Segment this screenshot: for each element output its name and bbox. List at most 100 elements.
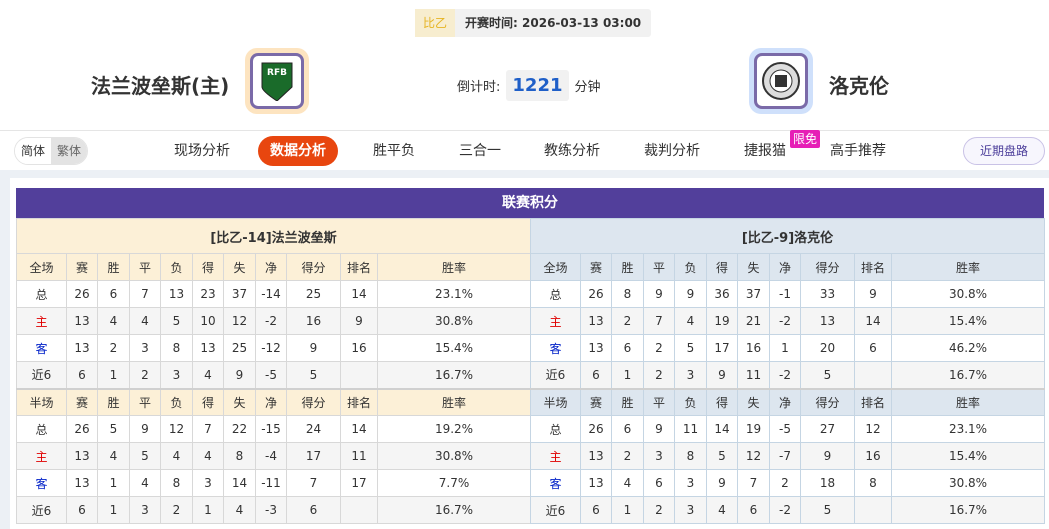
cell: -5 [769,415,801,443]
away-team-name[interactable]: 洛克伦 [829,74,889,98]
cell: 9 [674,280,707,308]
language-toggle[interactable]: 简体 繁体 [14,137,89,165]
match-header: 比乙 开赛时间: 2026-03-13 03:00 法兰波垒斯(主) RFB 倒… [0,0,1049,130]
table-row: 总 26 8 9 9 36 37 -1 33 9 30.8% [530,280,1046,308]
cell: 4 [192,361,224,389]
table-row: 主 13 2 7 4 19 21 -2 13 14 15.4% [530,307,1046,335]
cell: 9 [800,442,855,470]
row-label: 主 [16,442,67,470]
cell: 13 [580,442,612,470]
cell: -14 [255,280,287,308]
cell: 17 [286,442,341,470]
home-team-name[interactable]: 法兰波垒斯(主) [91,74,230,98]
cell: 16 [286,307,341,335]
cell: 6 [66,496,98,524]
cell: 7 [737,469,770,497]
row-label: 客 [530,469,581,497]
tab-expert-picks[interactable]: 高手推荐 [830,143,886,159]
cell [854,496,892,524]
cell: 1 [192,496,224,524]
row-label: 近6 [16,361,67,389]
cell: 4 [223,496,256,524]
row-label: 近6 [530,361,581,389]
cell: -2 [769,307,801,335]
lang-traditional[interactable]: 繁体 [51,138,88,164]
away-team-logo[interactable] [749,48,813,114]
column-header: 平 [643,387,675,416]
cell: -11 [255,469,287,497]
table-row: 近6 6 1 3 2 1 4 -3 6 16.7% [16,496,532,524]
home-standings-table: [比乙-14]法兰波垒斯 全场赛胜平负得失净得分 排名 胜率总 26 6 7 13 23 37 -1… [15,218,532,524]
row-label: 主 [530,442,581,470]
tab-referee-analysis[interactable]: 裁判分析 [644,143,700,159]
full-header-row: 全场赛胜平负得失净得分 排名 胜率 [530,253,1046,281]
home-team-logo[interactable]: RFB [245,48,309,114]
column-header: 平 [643,253,675,281]
league-label[interactable]: 比乙 [415,9,456,37]
cell: 9 [223,361,256,389]
cell: 36 [706,280,738,308]
cell: 6 [854,334,892,362]
cell: -1 [769,280,801,308]
cell: 3 [129,334,161,362]
cell: 4 [97,442,130,470]
cell: 10 [192,307,224,335]
tab-jiebaomao[interactable]: 捷报猫 [744,143,786,159]
cell: 1 [611,496,644,524]
column-header: 胜 [611,253,644,281]
cell: 26 [580,415,612,443]
cell: 8 [160,469,193,497]
cell: -15 [255,415,287,443]
tab-coach-analysis[interactable]: 教练分析 [544,143,600,159]
cell: 30.8% [376,442,532,470]
table-row: 总 26 6 9 11 14 19 -5 27 12 23.1% [530,415,1046,443]
tab-live-analysis[interactable]: 现场分析 [174,143,230,159]
cell: 23.1% [890,415,1046,443]
cell: 6 [611,334,644,362]
column-header: 半场 [530,387,581,416]
cell: 16 [340,334,378,362]
cell: 1 [611,361,644,389]
table-row: 近6 6 1 2 3 4 9 -5 5 16.7% [16,361,532,389]
column-header: 得分 [286,253,341,281]
cell: 8 [223,442,256,470]
cell: 5 [97,415,130,443]
cell: 5 [286,361,341,389]
match-info-tag: 比乙 开赛时间: 2026-03-13 03:00 [415,9,652,37]
cell: 4 [160,442,193,470]
start-time-label: 开赛时间: [465,16,518,30]
row-label: 客 [16,469,67,497]
table-row: 总 26 5 9 12 7 22 -15 24 14 19.2% [16,415,532,443]
cell: 1 [97,496,130,524]
cell: 13 [66,334,98,362]
column-header: 胜率 [376,387,532,416]
cell: 3 [674,469,707,497]
cell: 46.2% [890,334,1046,362]
recent-trend-button[interactable]: 近期盘路 [963,137,1045,165]
cell: 3 [674,496,707,524]
column-header: 失 [223,387,256,416]
cell: 14 [340,280,378,308]
cell: 13 [192,334,224,362]
column-header: 净 [769,253,801,281]
cell: 5 [129,442,161,470]
cell: 16.7% [890,361,1046,389]
column-header: 净 [769,387,801,416]
cell: 23 [192,280,224,308]
cell: 26 [580,280,612,308]
cell: 3 [160,361,193,389]
column-header: 胜 [611,387,644,416]
lang-simplified[interactable]: 简体 [15,138,52,164]
cell: 11 [674,415,707,443]
tab-data-analysis[interactable]: 数据分析 [258,136,338,166]
cell: 26 [66,280,98,308]
cell: 16.7% [376,496,532,524]
cell: 16.7% [890,496,1046,524]
column-header: 胜 [97,253,130,281]
column-header: 得 [192,387,224,416]
tab-1x2[interactable]: 胜平负 [373,143,415,159]
tab-three-in-one[interactable]: 三合一 [459,143,501,159]
standings-title: 联赛积分 [16,188,1044,218]
cell: 2 [643,361,675,389]
cell: 5 [674,334,707,362]
